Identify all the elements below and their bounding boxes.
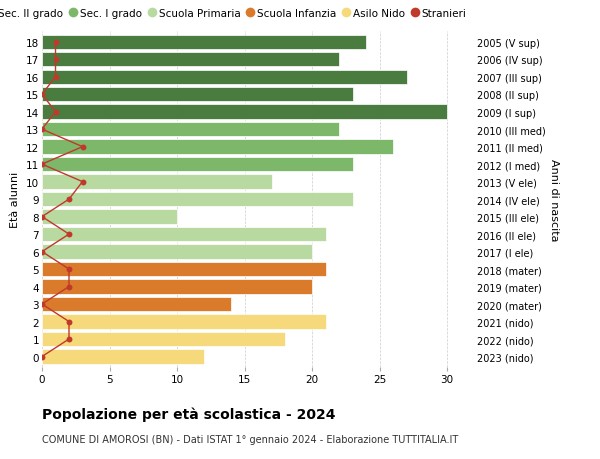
Bar <box>42 35 366 50</box>
Point <box>37 353 47 360</box>
Bar <box>42 297 231 312</box>
Text: COMUNE DI AMOROSI (BN) - Dati ISTAT 1° gennaio 2024 - Elaborazione TUTTITALIA.IT: COMUNE DI AMOROSI (BN) - Dati ISTAT 1° g… <box>42 434 458 444</box>
Point <box>51 74 60 81</box>
Bar <box>42 192 353 207</box>
Bar <box>42 210 177 224</box>
Text: Popolazione per età scolastica - 2024: Popolazione per età scolastica - 2024 <box>42 406 335 421</box>
Point <box>64 266 74 273</box>
Point <box>64 336 74 343</box>
Point <box>37 91 47 99</box>
Bar <box>42 245 312 259</box>
Y-axis label: Età alunni: Età alunni <box>10 172 20 228</box>
Bar <box>42 123 339 137</box>
Point <box>37 213 47 221</box>
Bar <box>42 88 353 102</box>
Point <box>37 248 47 256</box>
Point <box>78 144 88 151</box>
Bar <box>42 280 312 294</box>
Bar <box>42 350 204 364</box>
Legend: Sec. II grado, Sec. I grado, Scuola Primaria, Scuola Infanzia, Asilo Nido, Stran: Sec. II grado, Sec. I grado, Scuola Prim… <box>0 9 467 19</box>
Point <box>51 39 60 46</box>
Bar <box>42 262 325 277</box>
Point <box>37 301 47 308</box>
Bar <box>42 332 285 347</box>
Point <box>64 318 74 325</box>
Bar <box>42 140 393 155</box>
Point <box>51 109 60 116</box>
Y-axis label: Anni di nascita: Anni di nascita <box>550 158 559 241</box>
Point <box>64 283 74 291</box>
Point <box>51 56 60 64</box>
Point <box>37 126 47 134</box>
Point <box>64 231 74 238</box>
Bar <box>42 227 325 242</box>
Bar <box>42 315 325 329</box>
Bar <box>42 175 271 190</box>
Point <box>37 161 47 168</box>
Point <box>64 196 74 203</box>
Point <box>78 179 88 186</box>
Bar <box>42 157 353 172</box>
Bar <box>42 70 407 84</box>
Bar <box>42 105 447 119</box>
Bar <box>42 53 339 67</box>
